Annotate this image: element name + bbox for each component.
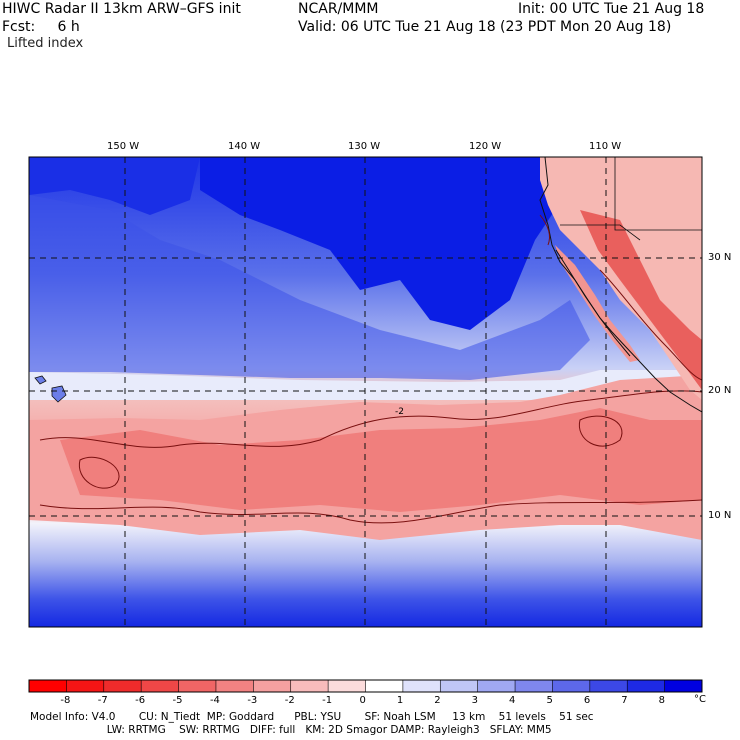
- lon-label-130w: 130 W: [348, 141, 381, 152]
- header-forecast-hour: Fcst: 6 h: [2, 19, 80, 35]
- colorbar-bin: [215, 680, 254, 692]
- colorbar-tick-label: 0: [359, 695, 366, 706]
- moderate-stable-region: [29, 195, 590, 380]
- contour-line: [578, 415, 623, 447]
- neutral-band-north: [29, 370, 702, 400]
- colorbar-tick-label: -4: [209, 695, 220, 706]
- contour-label: -2: [395, 407, 404, 417]
- colorbar-bin: [66, 680, 105, 692]
- lat-label-20n: 20 N: [708, 385, 732, 396]
- colorbar-bin: [664, 680, 703, 692]
- header-title: HIWC Radar II 13km ARW–GFS init: [2, 1, 241, 17]
- colorbar-bin: [402, 680, 441, 692]
- colorbar-bin: [477, 680, 516, 692]
- colorbar-bin: [141, 680, 180, 692]
- lon-label-110w: 110 W: [589, 141, 622, 152]
- contour-line: [39, 390, 702, 448]
- colorbar-tick-label: 2: [434, 695, 441, 706]
- colorbar-bin: [627, 680, 666, 692]
- contour-line: [39, 499, 702, 524]
- colorbar-tick-label: -2: [284, 695, 295, 706]
- colorbar-tick-label: -7: [97, 695, 108, 706]
- colorbar-tick-label: -1: [322, 695, 333, 706]
- header-source: NCAR/MMM: [298, 1, 379, 17]
- colorbar-bin: [253, 680, 292, 692]
- baja-coastline: [555, 249, 631, 357]
- colorbar-tick-label: 3: [471, 695, 479, 706]
- lat-label-10n: 10 N: [708, 510, 732, 521]
- contour-line: [539, 214, 551, 246]
- model-info-line-2: LW: RRTMG SW: RRTMG DIFF: full KM: 2D Sm…: [30, 724, 552, 736]
- colorbar-bin: [29, 680, 67, 692]
- hawaii-islands: [34, 375, 67, 403]
- stable-air-region-west: [29, 157, 200, 215]
- contour-line: [78, 456, 120, 489]
- field-name: Lifted index: [7, 36, 84, 51]
- colorbar-tick-label: 6: [583, 695, 591, 706]
- lon-label-150w: 150 W: [107, 141, 140, 152]
- header-init-time: Init: 00 UTC Tue 21 Aug 18: [518, 1, 705, 17]
- colorbar-bin: [103, 680, 142, 692]
- colorbar-border: [28, 679, 703, 693]
- colorbar-bin: [328, 680, 366, 692]
- colorbar-tick-label: -3: [247, 695, 258, 706]
- map-border: [28, 156, 703, 628]
- lon-label-140w: 140 W: [228, 141, 261, 152]
- colorbar-bin: [290, 680, 329, 692]
- colorbar-tick-label: 5: [546, 695, 553, 706]
- colorbar-tick-label: -5: [172, 695, 183, 706]
- colorbar-bin: [440, 680, 479, 692]
- colorbar-tick-label: 7: [621, 695, 628, 706]
- colorbar-bin: [365, 680, 404, 692]
- colorbar-tick-label: 1: [396, 695, 404, 706]
- colorbar-bin: [552, 680, 591, 692]
- lat-label-30n: 30 N: [708, 252, 732, 263]
- header-valid-time: Valid: 06 UTC Tue 21 Aug 18 (23 PDT Mon …: [298, 19, 672, 35]
- colorbar-unit: °C: [694, 694, 706, 705]
- stable-air-region: [200, 157, 560, 330]
- lon-label-120w: 120 W: [469, 141, 502, 152]
- unstable-core: [60, 408, 702, 512]
- colorbar-bin: [178, 680, 217, 692]
- graticule: [29, 157, 702, 627]
- model-info-line-1: Model Info: V4.0 CU: N_Tiedt MP: Goddard…: [30, 711, 594, 723]
- colorbar-tick-label: 8: [658, 695, 665, 706]
- inland-unstable-region: [580, 210, 702, 390]
- state-borders: [560, 157, 702, 241]
- colorbar-bin: [589, 680, 628, 692]
- colorbar-bin: [515, 680, 553, 692]
- baja-peninsula: [555, 245, 640, 362]
- colorbar-tick-label: -8: [60, 695, 71, 706]
- colorbar-tick-label: 4: [509, 695, 516, 706]
- contour-line: [599, 269, 702, 381]
- colorbar-tick-label: -6: [135, 695, 146, 706]
